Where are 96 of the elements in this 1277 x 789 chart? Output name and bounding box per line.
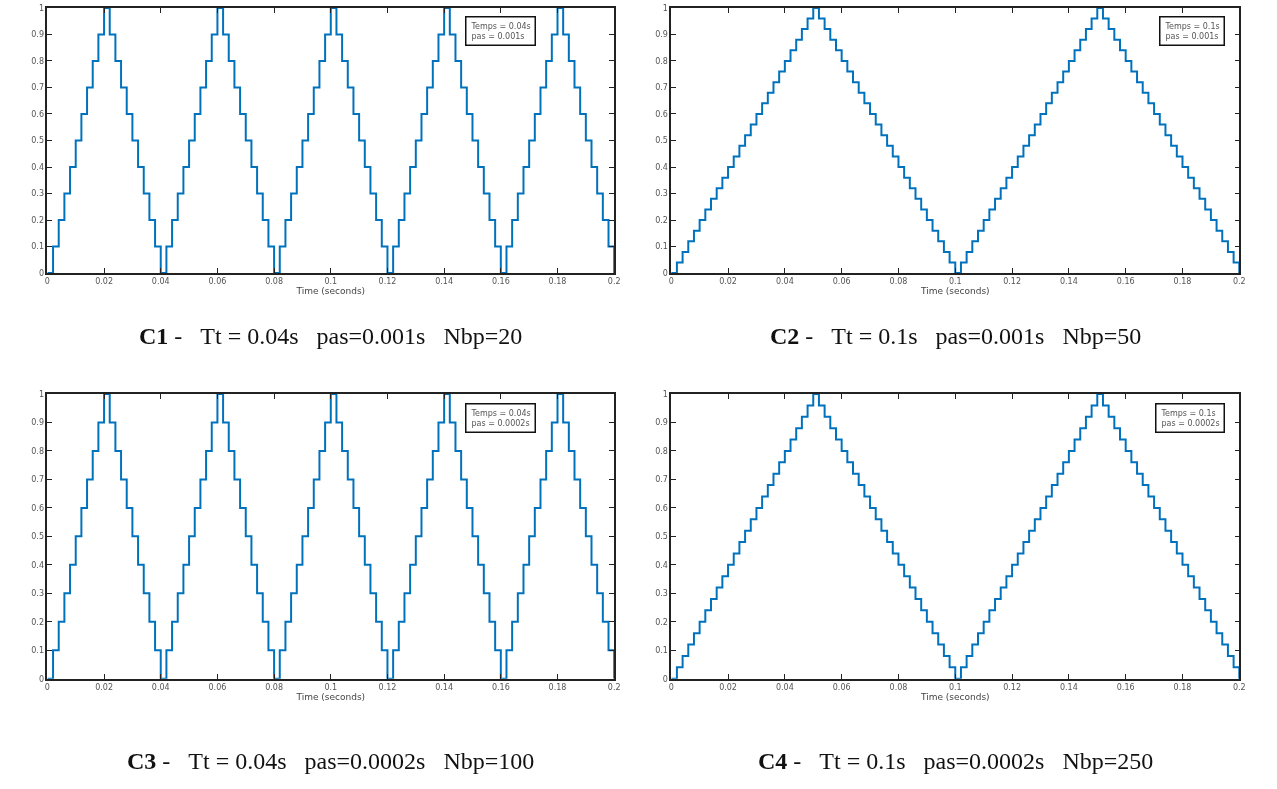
y-tick-label: 0.1 — [31, 646, 45, 656]
x-tick-label: 0.16 — [491, 277, 510, 287]
x-tick-label: 0.04 — [151, 277, 170, 287]
annotation: Temps = 0.1s pas = 0.0002s — [1160, 408, 1220, 428]
y-tick-label: 0.5 — [655, 532, 668, 542]
y-tick-label: 0.9 — [655, 418, 668, 428]
x-tick-label: 0.02 — [719, 277, 737, 287]
x-tick-label: 0.14 — [435, 277, 454, 287]
y-tick-label: 0.8 — [655, 446, 668, 456]
x-tick-label: 0.18 — [1173, 683, 1192, 693]
y-tick-label: 0.2 — [655, 215, 668, 225]
y-tick-label: 0.7 — [655, 475, 668, 485]
x-tick-label: 0.14 — [435, 683, 454, 693]
x-tick-label: 0.02 — [95, 683, 113, 693]
annotation: Temps = 0.04s pas = 0.0002s — [470, 408, 531, 428]
x-tick-label: 0.1 — [948, 683, 962, 693]
x-tick-label: 0.12 — [378, 277, 397, 287]
x-tick-label: 0.16 — [1116, 277, 1135, 287]
y-tick-label: 0 — [662, 674, 668, 684]
annotation: Temps = 0.04s pas = 0.001s — [470, 21, 531, 41]
y-tick-label: 0.1 — [655, 242, 668, 252]
text: C2 - Tt = 0.1s pas=0.001s Nbp=50 — [770, 323, 1142, 349]
y-tick-label: 0.4 — [31, 560, 45, 570]
x-tick-label: 0.1 — [324, 683, 338, 693]
y-tick-label: 0.8 — [31, 446, 45, 456]
y-tick-label: 0.2 — [31, 215, 45, 225]
text: C1 - Tt = 0.04s pas=0.001s Nbp=20 — [139, 323, 523, 349]
x-tick-label: 0.08 — [265, 683, 284, 693]
y-tick-label: 1 — [662, 3, 668, 13]
y-tick-label: 0.4 — [655, 560, 668, 570]
x-tick-label: 0.2 — [607, 683, 621, 693]
y-tick-label: 0.5 — [31, 532, 45, 542]
y-tick-label: 0.9 — [31, 418, 45, 428]
x-tick-label: 0.06 — [832, 683, 851, 693]
y-tick-label: 0 — [38, 268, 45, 278]
annotation: Temps = 0.1s pas = 0.001s — [1164, 21, 1220, 41]
y-tick-label: 0 — [38, 674, 45, 684]
y-tick-label: 0.2 — [655, 617, 668, 627]
y-tick-label: 0.3 — [655, 189, 668, 199]
y-tick-label: 0.4 — [31, 162, 45, 172]
x-tick-label: 0.1 — [324, 277, 338, 287]
y-tick-label: 0.6 — [31, 109, 45, 119]
x-tick-label: 0.06 — [832, 277, 851, 287]
x-tick-label: 0.12 — [1003, 683, 1021, 693]
y-tick-label: 0.6 — [655, 109, 668, 119]
x-tick-label: 0.14 — [1059, 683, 1078, 693]
y-tick-label: 0.3 — [31, 589, 45, 599]
x-tick-label: 0.02 — [95, 277, 113, 287]
x-tick-label: 0.18 — [548, 683, 567, 693]
y-tick-label: 0.7 — [655, 83, 668, 93]
x-tick-label: 0.18 — [1173, 277, 1192, 287]
y-tick-label: 0.5 — [31, 136, 45, 146]
y-tick-label: 0.9 — [655, 30, 668, 40]
text: C4 - Tt = 0.1s pas=0.0002s Nbp=250 — [758, 748, 1154, 774]
x-tick-label: 0.08 — [889, 277, 908, 287]
x-tick-label: 0.06 — [208, 277, 227, 287]
x-tick-label: 0.04 — [775, 683, 794, 693]
y-tick-label: 0.3 — [655, 589, 668, 599]
x-tick-label: 0.18 — [548, 277, 567, 287]
x-tick-label: 0.16 — [1116, 683, 1135, 693]
x-tick-label: 0.1 — [948, 277, 962, 287]
y-tick-label: 0.7 — [31, 475, 45, 485]
x-tick-label: 0.14 — [1059, 277, 1078, 287]
x-tick-label: 0.16 — [491, 683, 510, 693]
y-tick-label: 0.3 — [31, 189, 45, 199]
x-tick-label: 0.04 — [775, 277, 794, 287]
y-tick-label: 0.7 — [31, 83, 45, 93]
x-tick-label: 0.08 — [265, 277, 284, 287]
y-tick-label: 1 — [38, 3, 45, 13]
x-tick-label: 0.08 — [889, 683, 908, 693]
x-tick-label: 0.02 — [719, 683, 737, 693]
y-tick-label: 0.4 — [655, 162, 668, 172]
x-tick-label: 0.2 — [1232, 277, 1246, 287]
x-axis-title: Time (seconds) — [295, 692, 366, 703]
y-tick-label: 0.9 — [31, 30, 45, 40]
y-tick-label: 0.5 — [655, 136, 668, 146]
text: C3 - Tt = 0.04s pas=0.0002s Nbp=100 — [127, 748, 535, 774]
x-tick-label: 0.12 — [1003, 277, 1021, 287]
y-tick-label: 0.6 — [655, 503, 668, 513]
y-tick-label: 0.6 — [31, 503, 45, 513]
y-tick-label: 0.8 — [655, 56, 668, 66]
x-axis-title: Time (seconds) — [295, 286, 366, 297]
x-tick-label: 0.2 — [1232, 683, 1246, 693]
x-tick-label: 0.06 — [208, 683, 227, 693]
y-tick-label: 0 — [662, 268, 668, 278]
y-tick-label: 0.1 — [31, 242, 45, 252]
y-tick-label: 1 — [38, 389, 45, 399]
y-tick-label: 1 — [662, 389, 668, 399]
x-axis-title: Time (seconds) — [919, 692, 990, 703]
x-tick-label: 0.04 — [151, 683, 170, 693]
x-tick-label: 0.2 — [607, 277, 621, 287]
y-tick-label: 0.2 — [31, 617, 45, 627]
y-tick-label: 0.1 — [655, 646, 668, 656]
x-tick-label: 0.12 — [378, 683, 397, 693]
y-tick-label: 0.8 — [31, 56, 45, 66]
x-axis-title: Time (seconds) — [919, 286, 990, 297]
